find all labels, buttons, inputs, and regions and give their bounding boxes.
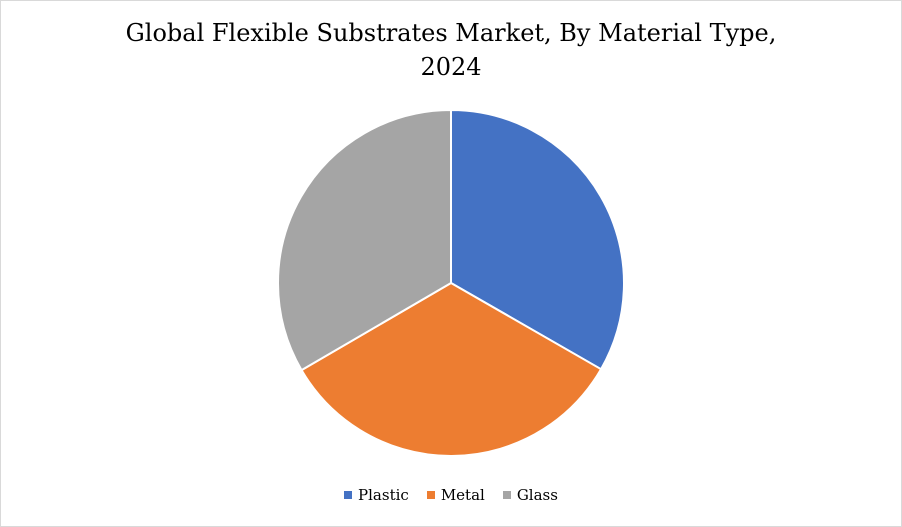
legend-item-metal: Metal: [426, 486, 485, 504]
legend-label-plastic: Plastic: [358, 486, 409, 504]
legend-item-glass: Glass: [502, 486, 558, 504]
legend-swatch-plastic: [344, 491, 353, 499]
legend-swatch-glass: [502, 491, 511, 499]
legend-swatch-metal: [426, 491, 435, 499]
pie-slice-metal: [300, 281, 603, 457]
chart-legend: Plastic Metal Glass: [0, 486, 902, 504]
pie-slice-plastic: [450, 108, 625, 371]
legend-label-glass: Glass: [516, 486, 558, 504]
pie-slice-glass: [277, 108, 452, 372]
legend-label-metal: Metal: [440, 486, 485, 504]
legend-item-plastic: Plastic: [344, 486, 409, 504]
chart-title: Global Flexible Substrates Market, By Ma…: [125, 19, 777, 81]
